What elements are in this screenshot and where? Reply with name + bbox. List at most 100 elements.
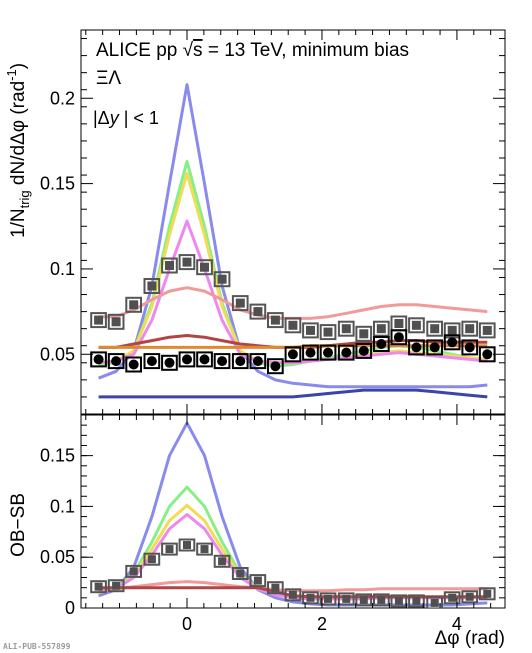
bottom-y-tick-label: 0.05: [40, 547, 75, 567]
top-syst-box: [178, 254, 196, 271]
bottom-syst-box: [426, 596, 443, 608]
top-syst-box: [125, 356, 143, 373]
top-syst-box: [90, 312, 107, 329]
top-syst-box: [161, 257, 178, 274]
top-syst-box: [143, 353, 161, 370]
bottom-data-point-square: [200, 545, 209, 554]
bottom-syst-box: [373, 593, 390, 607]
top-data-point-circle: [305, 347, 316, 358]
rapidity-cut-label: |Δy | < 1: [93, 108, 159, 128]
top-syst-box: [125, 296, 143, 313]
bottom-data-point-square: [448, 593, 457, 602]
top-syst-box: [249, 353, 267, 370]
top-syst-box: [267, 312, 284, 329]
top-data-point-circle: [323, 347, 333, 358]
top-syst-box: [461, 339, 479, 356]
top-data-point-circle: [393, 332, 404, 343]
bottom-data-point-square: [483, 589, 492, 598]
bottom-syst-box: [178, 538, 196, 552]
top-syst-box: [231, 295, 249, 312]
bottom-data-point-square: [288, 590, 297, 599]
top-data-point-circle: [111, 356, 122, 367]
top-syst-box: [478, 322, 496, 339]
top-y-tick-label: 0.15: [40, 174, 75, 194]
top-data-point-circle: [376, 339, 387, 349]
bottom-syst-box: [443, 591, 461, 605]
bottom-data-point-square: [253, 576, 262, 585]
top-data-point-square: [447, 325, 457, 335]
top-syst-box: [231, 353, 249, 370]
top-syst-box: [373, 320, 390, 337]
top-data-point-square: [376, 324, 386, 334]
particle-pair-label: ΞΛ: [96, 68, 121, 89]
top-syst-box: [143, 278, 161, 294]
top-syst-box: [443, 334, 461, 351]
top-data-point-square: [270, 315, 280, 325]
top-syst-box: [284, 346, 302, 363]
top-model-curve-9: [98, 388, 488, 399]
top-data-point-circle: [411, 342, 422, 353]
top-data-point-circle: [146, 356, 157, 367]
bottom-data-point-square: [324, 594, 332, 603]
top-model-curve-4: [98, 171, 488, 365]
bottom-data-point-square: [430, 598, 439, 607]
top-data-point-circle: [164, 357, 175, 368]
top-data-point-circle: [217, 356, 228, 367]
top-syst-box: [302, 322, 319, 339]
bottom-syst-box: [355, 593, 373, 607]
top-data-point-square: [430, 324, 440, 334]
bottom-syst-box: [390, 594, 408, 608]
top-data-point-square: [182, 257, 192, 267]
top-syst-box: [355, 342, 373, 359]
bottom-data-point-square: [271, 583, 280, 592]
bottom-syst-box: [125, 564, 143, 578]
top-syst-box: [107, 313, 125, 330]
top-syst-box: [284, 317, 302, 334]
bottom-x-tick-label: 0: [182, 614, 192, 634]
axis-ticks: [81, 30, 505, 609]
top-data-point-circle: [341, 347, 352, 358]
top-syst-box: [408, 317, 425, 334]
top-data-point-circle: [464, 342, 475, 353]
bottom-data-point-square: [129, 567, 138, 576]
top-syst-box: [426, 339, 443, 356]
axis-tick-labels: 0.05 0.1 0.15 0.2 0 0.05 0.1 0.15 0 2 4: [40, 88, 462, 634]
top-data-point-square: [394, 319, 404, 328]
bottom-syst-box: [161, 542, 178, 556]
bottom-syst-box: [90, 580, 107, 594]
top-data-point-circle: [93, 354, 104, 365]
bottom-data-point-square: [218, 557, 227, 566]
bottom-y-axis-title: OB−SB: [8, 493, 29, 557]
top-model-curve-2: [98, 83, 488, 389]
top-data-point-square: [359, 329, 369, 339]
top-syst-box: [213, 271, 231, 288]
bottom-data-point-square: [465, 592, 474, 601]
bottom-data-point-square: [183, 541, 191, 549]
bottom-syst-box: [267, 581, 284, 595]
top-y-tick-label: 0.05: [40, 344, 75, 364]
top-data-point-square: [323, 327, 333, 337]
top-data-point-square: [111, 317, 121, 327]
bottom-syst-box: [408, 594, 425, 608]
bottom-syst-box: [231, 567, 249, 580]
top-data-point-circle: [447, 337, 458, 348]
top-syst-box: [408, 339, 425, 356]
bottom-data-point-square: [306, 593, 315, 602]
top-data-point-square: [288, 320, 298, 330]
top-data-point-square: [482, 325, 492, 335]
bottom-syst-box: [478, 587, 496, 601]
top-data-point-circle: [287, 349, 298, 360]
bottom-syst-box: [249, 574, 267, 588]
bottom-data-point-square: [359, 595, 368, 604]
top-syst-box: [355, 325, 373, 342]
bottom-data-point-square: [112, 581, 121, 590]
top-data-point-square: [253, 307, 263, 317]
bottom-syst-box: [461, 590, 479, 604]
top-syst-box: [337, 344, 355, 361]
top-data-point-circle: [270, 361, 281, 372]
top-data-point-square: [147, 281, 157, 291]
top-data-point-circle: [482, 349, 493, 360]
experiment-annotation: ALICE pp √s = 13 TeV, minimum bias: [96, 40, 409, 61]
bottom-data-point-square: [394, 596, 403, 605]
